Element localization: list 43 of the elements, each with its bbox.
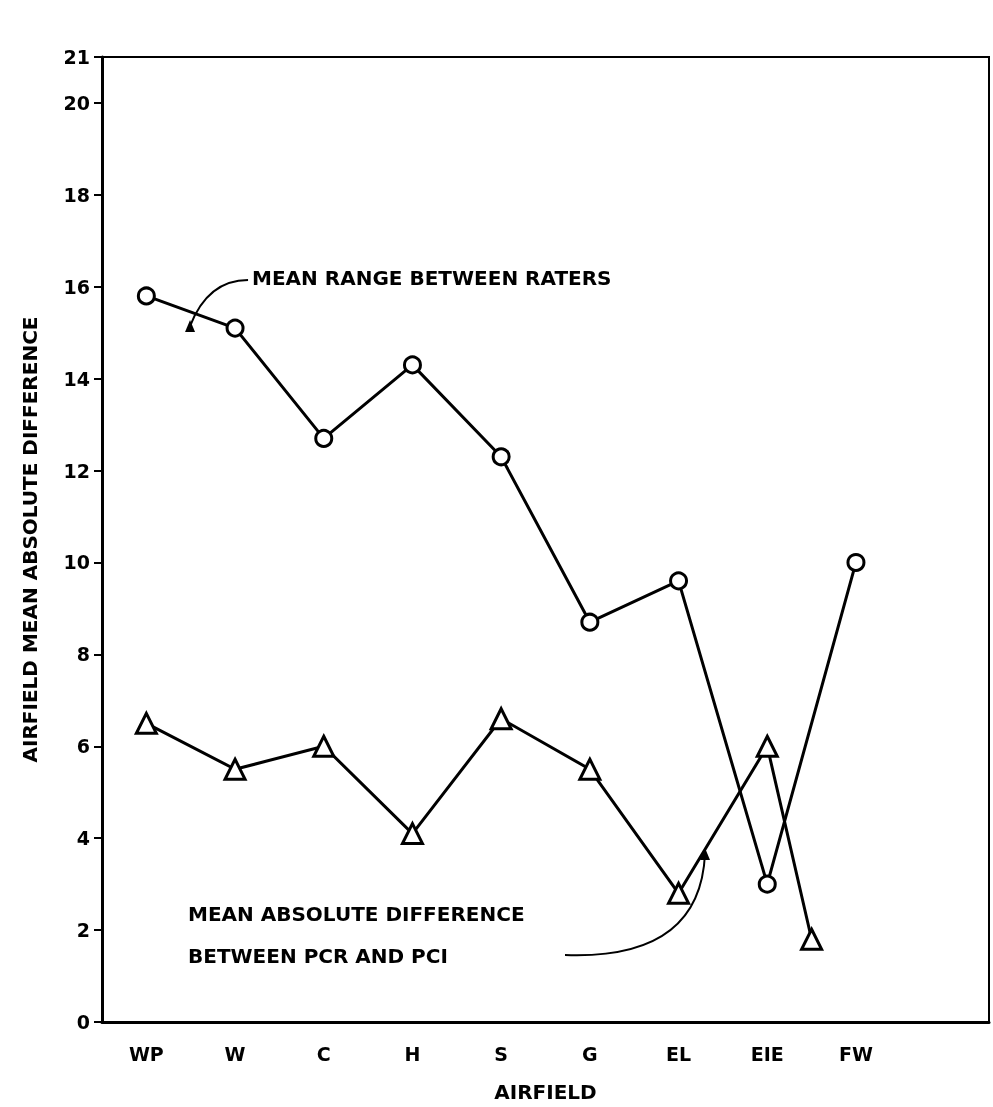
y-tick-label: 18 bbox=[63, 183, 90, 206]
x-tick-label: WP bbox=[128, 1042, 164, 1065]
x-tick-label: EIE bbox=[750, 1042, 784, 1065]
y-tick-label: 16 bbox=[63, 275, 90, 298]
annotation: MEAN ABSOLUTE DIFFERENCE BETWEEN PCR AND PCI bbox=[188, 902, 525, 968]
point bbox=[402, 355, 422, 375]
y-tick-label: 14 bbox=[63, 367, 90, 390]
y-tick-label: 21 bbox=[63, 46, 90, 68]
x-tick-label: EL bbox=[666, 1042, 692, 1065]
point bbox=[846, 552, 866, 572]
point bbox=[136, 286, 156, 306]
point bbox=[580, 612, 600, 632]
y-tick-label: 10 bbox=[63, 551, 90, 574]
point bbox=[400, 822, 424, 846]
y-tick-label: 6 bbox=[76, 735, 90, 758]
point bbox=[578, 757, 602, 781]
x-tick-label: H bbox=[404, 1042, 421, 1065]
y-tick-label: 4 bbox=[76, 827, 90, 850]
y-axis-title: AIRFIELD MEAN ABSOLUTE DIFFERENCE bbox=[18, 316, 42, 763]
point bbox=[225, 318, 245, 338]
point bbox=[489, 707, 513, 731]
x-axis-title: AIRFIELD bbox=[494, 1080, 597, 1104]
point bbox=[491, 447, 511, 467]
x-tick-label: G bbox=[582, 1042, 598, 1065]
x-tick-label: W bbox=[224, 1042, 246, 1065]
point bbox=[757, 874, 777, 894]
point bbox=[314, 428, 334, 448]
annotation: MEAN RANGE BETWEEN RATERS bbox=[252, 266, 612, 291]
y-tick-label: 8 bbox=[76, 643, 90, 666]
x-tick-label: S bbox=[494, 1042, 508, 1065]
point bbox=[312, 734, 336, 758]
point bbox=[800, 927, 824, 951]
x-tick-label: FW bbox=[838, 1042, 873, 1065]
y-tick-label: 12 bbox=[63, 459, 90, 482]
x-tick-label: C bbox=[316, 1042, 331, 1065]
point bbox=[667, 881, 691, 905]
y-tick-label: 2 bbox=[76, 919, 90, 942]
point bbox=[669, 571, 689, 591]
point bbox=[223, 757, 247, 781]
y-tick-label: 0 bbox=[76, 1011, 90, 1033]
y-tick-label: 20 bbox=[63, 91, 90, 114]
point bbox=[134, 711, 158, 735]
point bbox=[755, 734, 779, 758]
